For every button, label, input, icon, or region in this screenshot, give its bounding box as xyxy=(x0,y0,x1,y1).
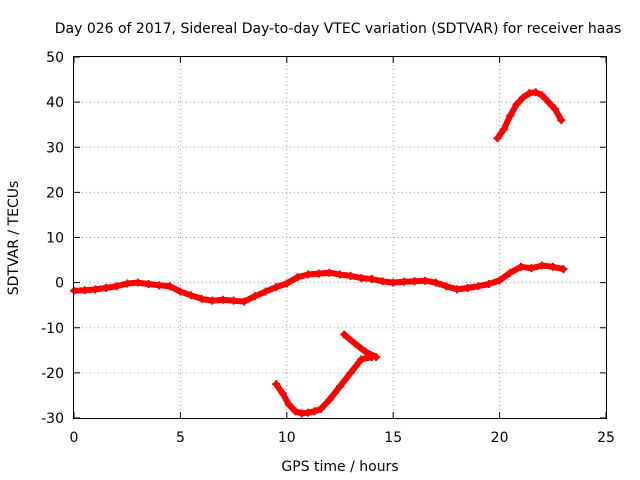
data-point xyxy=(284,400,293,409)
data-point xyxy=(346,271,355,280)
data-point xyxy=(442,282,451,291)
data-point xyxy=(304,270,313,279)
x-tick-label: 15 xyxy=(384,430,402,446)
chart-title: Day 026 of 2017, Sidereal Day-to-day VTE… xyxy=(55,21,622,37)
x-axis-label: GPS time / hours xyxy=(281,459,398,475)
y-tick-label: 40 xyxy=(46,95,64,111)
data-point xyxy=(421,276,430,285)
data-point xyxy=(531,88,540,97)
data-point xyxy=(361,347,370,356)
data-point xyxy=(495,276,504,285)
y-tick-label: -10 xyxy=(41,321,64,337)
data-point xyxy=(499,125,508,134)
data-point xyxy=(410,277,419,286)
data-point xyxy=(325,268,334,277)
data-point xyxy=(278,389,287,398)
data-point xyxy=(144,279,153,288)
y-tick-label: 50 xyxy=(46,50,64,66)
data-point xyxy=(548,262,557,271)
x-tick-label: 0 xyxy=(70,430,79,446)
data-point xyxy=(304,408,313,417)
data-point xyxy=(336,382,344,391)
data-point xyxy=(506,111,515,120)
data-point xyxy=(293,273,302,282)
data-point xyxy=(155,281,164,290)
data-point xyxy=(291,407,300,416)
series-layer xyxy=(70,88,568,418)
data-point xyxy=(431,278,440,287)
data-point xyxy=(453,285,462,294)
data-point xyxy=(538,91,547,100)
series-line-lower-branch xyxy=(341,331,380,361)
y-tick-label: 20 xyxy=(46,185,64,201)
data-point xyxy=(282,279,291,288)
data-point xyxy=(272,283,281,292)
x-tick-label: 20 xyxy=(491,430,509,446)
data-point xyxy=(516,262,525,271)
grid-layer xyxy=(74,57,606,418)
y-tick-label: -20 xyxy=(41,366,64,382)
x-tick-label: 10 xyxy=(278,430,296,446)
data-point xyxy=(399,277,408,286)
data-point xyxy=(218,295,227,304)
data-point xyxy=(474,282,483,291)
data-point xyxy=(240,297,249,306)
data-point xyxy=(165,282,174,291)
data-point xyxy=(357,355,366,364)
data-point xyxy=(544,98,553,107)
data-point xyxy=(112,282,121,291)
data-point xyxy=(538,261,547,270)
data-point xyxy=(557,116,566,125)
data-point xyxy=(314,269,323,278)
data-point xyxy=(389,278,398,287)
data-point xyxy=(80,286,89,295)
data-point xyxy=(123,279,132,288)
data-point xyxy=(176,287,185,296)
data-point xyxy=(372,353,381,362)
data-point xyxy=(378,277,387,286)
y-tick-label: 0 xyxy=(55,276,64,292)
data-point xyxy=(340,330,349,339)
data-point xyxy=(346,368,355,377)
data-point xyxy=(316,404,325,413)
data-point xyxy=(91,285,100,294)
data-point xyxy=(367,275,376,284)
data-point xyxy=(261,287,270,296)
data-point xyxy=(197,294,206,303)
data-point xyxy=(208,296,217,305)
data-point xyxy=(350,339,359,348)
data-point xyxy=(550,104,559,113)
data-point xyxy=(506,268,515,277)
x-tick-label: 25 xyxy=(597,430,615,446)
data-point xyxy=(101,284,110,293)
data-point xyxy=(250,292,259,301)
data-point xyxy=(559,265,568,274)
data-point xyxy=(493,134,502,143)
y-tick-label: -30 xyxy=(41,411,64,427)
data-point xyxy=(229,296,238,305)
data-point xyxy=(133,278,142,287)
x-tick-label: 5 xyxy=(176,430,185,446)
data-point xyxy=(463,284,472,293)
data-point xyxy=(325,395,334,404)
data-point xyxy=(272,380,281,389)
data-point xyxy=(310,407,319,416)
data-point xyxy=(484,279,493,288)
y-tick-label: 10 xyxy=(46,231,64,247)
data-point xyxy=(187,291,196,300)
data-point xyxy=(512,100,521,109)
y-axis-label: SDTVAR / TECUs xyxy=(6,181,22,296)
y-tick-label: 30 xyxy=(46,140,64,156)
ticks-layer: 0 5 10 15 20 25 -30 -20 -10 0 10 20 30 40 50 xyxy=(41,50,615,446)
data-point xyxy=(357,274,366,283)
data-point xyxy=(527,264,536,273)
data-point xyxy=(519,93,528,102)
data-point xyxy=(336,270,344,279)
plot-frame xyxy=(73,56,607,419)
